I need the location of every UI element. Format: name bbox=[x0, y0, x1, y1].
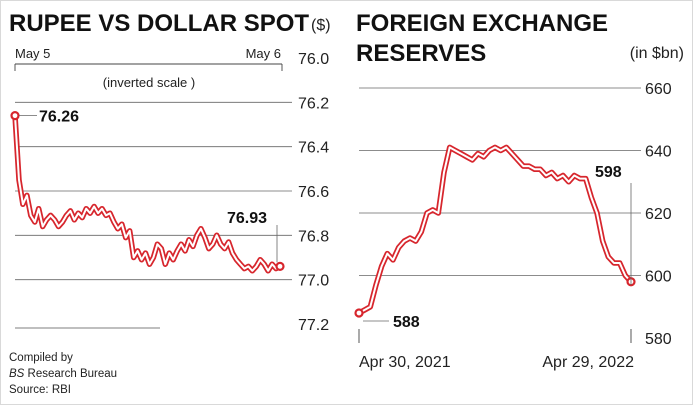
rupee-line-inner bbox=[14, 114, 281, 272]
forex-y-tick-label: 640 bbox=[645, 144, 672, 161]
forex-y-tick-label: 660 bbox=[645, 81, 672, 98]
rupee-series bbox=[10, 111, 285, 274]
forex-x-end-label: Apr 29, 2022 bbox=[542, 354, 634, 371]
rupee-y-tick-label: 77.0 bbox=[298, 273, 329, 290]
forex-unit-label: (in $bn) bbox=[630, 45, 684, 62]
rupee-gridlines bbox=[15, 101, 292, 281]
rupee-y-tick-labels: 76.0 76.2 76.4 76.6 76.8 77.0 77.2 bbox=[298, 51, 329, 334]
forex-chart-title-line2: RESERVES bbox=[356, 40, 486, 67]
rupee-start-point bbox=[10, 111, 20, 121]
rupee-annotation-end: 76.93 bbox=[227, 210, 267, 227]
forex-annotation-start: 588 bbox=[393, 314, 420, 331]
forex-y-tick-label: 580 bbox=[645, 331, 672, 348]
rupee-end-point bbox=[275, 261, 285, 271]
rupee-scale-note: (inverted scale ) bbox=[103, 75, 195, 90]
rupee-chart: RUPEE VS DOLLAR SPOT ($) May 5 May 6 (in… bbox=[9, 10, 331, 334]
rupee-y-tick-label: 76.0 bbox=[298, 51, 329, 68]
footer-bureau: Research Bureau bbox=[24, 368, 117, 380]
footer-compiled-by: Compiled by bbox=[9, 352, 73, 364]
rupee-x-start-label: May 5 bbox=[15, 46, 50, 61]
rupee-y-tick-label: 76.4 bbox=[298, 140, 329, 157]
rupee-x-end-label: May 6 bbox=[246, 46, 281, 61]
forex-series bbox=[354, 144, 636, 318]
forex-line-outer bbox=[356, 144, 634, 316]
forex-annotation-end: 598 bbox=[595, 164, 622, 181]
forex-chart-title-line1: FOREIGN EXCHANGE bbox=[356, 10, 608, 37]
footer-credits: Compiled by BS Research Bureau Source: R… bbox=[9, 352, 117, 396]
rupee-chart-title: RUPEE VS DOLLAR SPOT bbox=[9, 10, 309, 37]
forex-chart: FOREIGN EXCHANGE RESERVES (in $bn) 660 64… bbox=[354, 10, 684, 371]
rupee-annotation-start: 76.26 bbox=[39, 109, 79, 126]
forex-y-tick-label: 600 bbox=[645, 269, 672, 286]
rupee-y-tick-label: 77.2 bbox=[298, 317, 329, 334]
forex-x-start-label: Apr 30, 2021 bbox=[359, 354, 451, 371]
footer-source: Source: RBI bbox=[9, 384, 71, 396]
forex-start-point bbox=[354, 308, 364, 318]
footer-research-bureau: BS Research Bureau bbox=[9, 368, 117, 380]
footer-bs: BS bbox=[9, 368, 25, 380]
forex-line-inner bbox=[358, 146, 632, 314]
rupee-y-tick-label: 76.6 bbox=[298, 184, 329, 201]
rupee-line-outer bbox=[12, 112, 283, 274]
rupee-unit-label: ($) bbox=[311, 17, 331, 34]
rupee-y-tick-label: 76.8 bbox=[298, 228, 329, 245]
forex-y-tick-label: 620 bbox=[645, 206, 672, 223]
rupee-y-tick-label: 76.2 bbox=[298, 95, 329, 112]
forex-y-tick-labels: 660 640 620 600 580 bbox=[645, 81, 672, 348]
